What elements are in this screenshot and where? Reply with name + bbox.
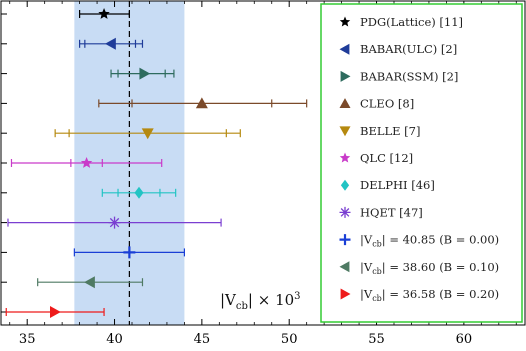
legend-label-5: QLC [12] [360, 151, 413, 165]
legend-item-2 [340, 70, 351, 82]
x-tick-label-40: 40 [106, 332, 123, 347]
legend-item-9 [339, 261, 350, 273]
legend-item-1 [339, 43, 350, 55]
legend-marker-7 [339, 206, 351, 218]
legend-label-10: |Vcb| = 36.58 (B = 0.20) [360, 287, 499, 303]
legend-marker-9 [339, 261, 350, 273]
series-5 [10, 157, 163, 168]
series-9 [37, 276, 144, 289]
series-3 [98, 97, 308, 109]
x-tick-label-45: 45 [194, 332, 211, 347]
annotation-times: | × 10 [248, 291, 294, 309]
data-point-6 [134, 186, 144, 199]
x-tick-label-50: 50 [281, 332, 298, 347]
x-tick-label-60: 60 [456, 332, 473, 347]
legend-label-7: HQET [47] [360, 205, 423, 219]
legend-label-0: PDG(Lattice) [11] [360, 15, 463, 29]
series-8 [73, 246, 185, 259]
legend-item-3 [339, 98, 351, 108]
data-point-5 [80, 157, 93, 168]
legend-label-1: BABAR(ULC) [2] [360, 42, 457, 56]
legend-item-10 [340, 288, 351, 300]
legend-marker-5 [339, 152, 351, 163]
series-6 [101, 186, 177, 199]
legend-marker-2 [340, 70, 351, 82]
legend-marker-0 [339, 16, 351, 27]
x-tick-label-55: 55 [368, 332, 385, 347]
legend-item-0 [339, 16, 351, 27]
series-7 [7, 216, 222, 229]
data-point-4 [141, 128, 154, 140]
legend-box [320, 3, 523, 323]
data-point-8 [123, 246, 136, 259]
legend-item-8 [339, 234, 351, 246]
series-10 [5, 306, 105, 318]
x-tick-label-35: 35 [19, 332, 36, 347]
legend-marker-1 [339, 43, 350, 55]
annotation-exp: 3 [294, 291, 300, 302]
legend-label-2: BABAR(SSM) [2] [360, 69, 458, 83]
legend-marker-6 [340, 179, 350, 191]
legend-label-8: |Vcb| = 40.85 (B = 0.00) [360, 233, 499, 249]
legend-marker-8 [339, 234, 351, 246]
legend-item-4 [339, 126, 351, 137]
annotation-vcb: |V [220, 291, 237, 309]
data-point-2 [139, 67, 151, 80]
legend-label-4: BELLE [7] [360, 124, 420, 138]
data-point-10 [49, 306, 61, 318]
legend-item-5 [339, 152, 351, 163]
data-point-1 [105, 37, 116, 50]
data-point-0 [98, 8, 110, 19]
data-point-7 [108, 216, 121, 229]
series-1 [78, 37, 144, 50]
legend-label-9: |Vcb| = 38.60 (B = 0.10) [360, 260, 499, 276]
data-point-3 [195, 97, 208, 109]
series-2 [110, 67, 175, 80]
series-0 [78, 8, 130, 19]
annotation-sub: cb [236, 301, 248, 312]
legend-marker-3 [339, 98, 351, 108]
legend-label-3: CLEO [8] [360, 97, 414, 111]
legend-item-7 [339, 206, 351, 218]
data-point-9 [84, 276, 95, 289]
series-4 [54, 128, 241, 140]
axis-annotation: |Vcb| × 103 [220, 291, 301, 312]
legend-item-6 [340, 179, 350, 191]
legend-marker-10 [340, 288, 351, 300]
legend-label-6: DELPHI [46] [360, 178, 435, 192]
legend-marker-4 [339, 126, 351, 137]
